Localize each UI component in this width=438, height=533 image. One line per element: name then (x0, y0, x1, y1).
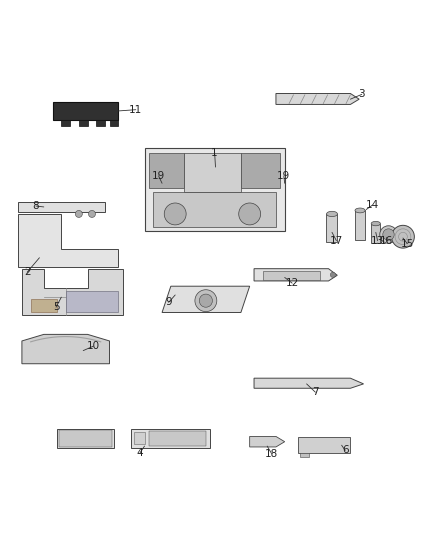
Polygon shape (59, 430, 112, 447)
Polygon shape (263, 271, 320, 280)
Text: 13: 13 (371, 236, 384, 246)
Polygon shape (149, 431, 206, 446)
Polygon shape (300, 453, 309, 457)
Text: 4: 4 (137, 448, 144, 458)
Ellipse shape (326, 211, 338, 216)
Text: 19: 19 (152, 171, 165, 181)
Polygon shape (61, 120, 70, 126)
Text: 7: 7 (312, 387, 319, 397)
Polygon shape (96, 120, 105, 126)
Text: 16: 16 (380, 236, 393, 246)
Polygon shape (371, 223, 380, 243)
Text: 2: 2 (24, 267, 31, 277)
Polygon shape (355, 211, 365, 240)
Polygon shape (145, 148, 285, 231)
Polygon shape (110, 120, 118, 126)
Text: 1: 1 (211, 148, 218, 158)
Circle shape (392, 225, 414, 248)
Polygon shape (276, 93, 359, 104)
Polygon shape (31, 300, 57, 312)
Polygon shape (149, 152, 184, 188)
Polygon shape (153, 192, 276, 227)
Text: 17: 17 (330, 236, 343, 246)
Polygon shape (53, 102, 118, 120)
Polygon shape (254, 378, 364, 388)
Polygon shape (18, 201, 105, 212)
Text: 10: 10 (87, 341, 100, 351)
Circle shape (199, 294, 212, 307)
Polygon shape (66, 290, 118, 312)
Circle shape (380, 226, 397, 243)
Text: 18: 18 (265, 449, 278, 458)
Polygon shape (162, 286, 250, 312)
Polygon shape (22, 269, 123, 314)
Text: 14: 14 (366, 200, 379, 210)
Polygon shape (57, 429, 114, 448)
Ellipse shape (371, 221, 380, 226)
Circle shape (75, 211, 82, 217)
Polygon shape (326, 214, 337, 243)
Polygon shape (22, 334, 110, 364)
Text: 3: 3 (358, 90, 365, 99)
Text: 19: 19 (277, 171, 290, 181)
Polygon shape (241, 152, 280, 188)
Text: 8: 8 (32, 201, 39, 211)
Text: 11: 11 (129, 104, 142, 115)
Polygon shape (254, 269, 337, 281)
Polygon shape (18, 214, 118, 266)
Text: 6: 6 (342, 446, 349, 456)
Circle shape (330, 272, 336, 278)
Text: 12: 12 (286, 278, 299, 288)
Circle shape (239, 203, 261, 225)
Ellipse shape (355, 208, 365, 213)
Polygon shape (250, 437, 285, 447)
Polygon shape (79, 120, 88, 126)
Text: 5: 5 (53, 302, 60, 312)
Text: 9: 9 (165, 297, 172, 308)
Circle shape (164, 203, 186, 225)
Polygon shape (298, 437, 350, 453)
Circle shape (383, 229, 394, 240)
Text: 15: 15 (401, 239, 414, 249)
Polygon shape (131, 429, 210, 448)
Circle shape (88, 211, 95, 217)
Polygon shape (134, 432, 145, 444)
Polygon shape (184, 152, 241, 192)
Circle shape (195, 290, 217, 312)
